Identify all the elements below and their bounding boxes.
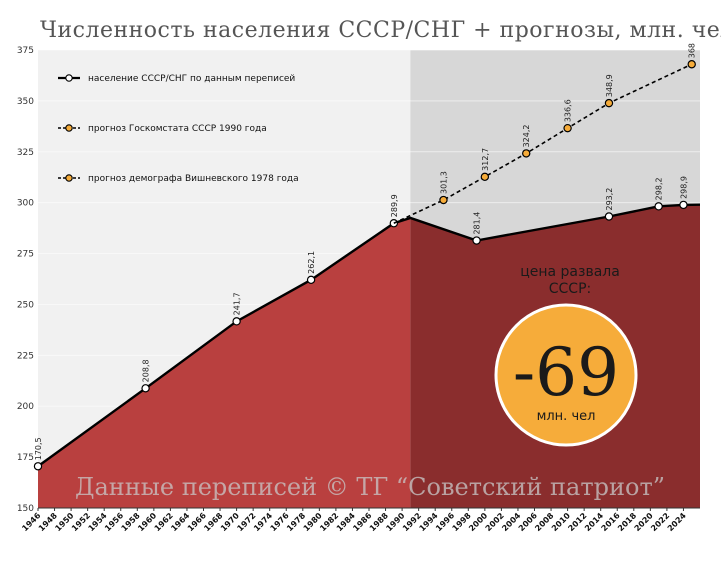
series-1-point-5	[604, 98, 614, 108]
series-0-label-0: 170,5	[34, 437, 43, 460]
series-1-label-1: 301,3	[439, 171, 448, 194]
y-tick-300: 300	[17, 199, 34, 209]
callout-value: -69	[513, 334, 619, 411]
series-1-label-5: 348,9	[605, 74, 614, 97]
legend-marker-0	[65, 74, 73, 82]
x-tick-2024: 2024	[666, 511, 688, 533]
legend: население СССР/СНГ по данным переписей пр…	[58, 74, 299, 184]
series-line-0	[37, 203, 701, 468]
legend-label-1: прогноз Госкомстата СССР 1990 года	[88, 124, 267, 134]
series-0-point-6	[472, 236, 481, 245]
y-tick-275: 275	[17, 250, 34, 260]
series-1-label-6: 368	[688, 43, 697, 58]
series-0-label-7: 293,2	[605, 188, 614, 211]
callout-caption-line2: СССР:	[549, 281, 592, 297]
y-tick-350: 350	[17, 97, 34, 107]
series-0-point-3	[306, 275, 316, 285]
series-0-point-0	[33, 462, 43, 471]
series-0-label-4: 289,9	[390, 194, 399, 217]
callout-caption-line1: цена развала	[520, 264, 620, 280]
y-tick-375: 375	[17, 46, 34, 56]
y-tick-225: 225	[17, 351, 34, 361]
watermark-text: Данные переписей © ТГ “Советский патриот…	[75, 473, 665, 501]
legend-marker-2	[65, 174, 73, 182]
callout-unit: млн. чел	[537, 409, 596, 424]
series-1-point-6	[687, 60, 696, 69]
legend-label-0: население СССР/СНГ по данным переписей	[88, 74, 295, 84]
series-1-point-2	[480, 172, 490, 182]
series-1-label-3: 324,2	[522, 124, 531, 147]
series-layer: 170,5 208,8 241,7 262,1 289,9 281,4 293,2 298,2…	[33, 43, 701, 471]
y-axis-ticks: 150 175 200 225 250 275 300 325 350 375	[17, 46, 34, 514]
legend-marker-1	[65, 124, 73, 132]
chart-title: Численность населения СССР/СНГ + прогноз…	[40, 18, 721, 43]
y-tick-250: 250	[17, 300, 34, 310]
series-0-label-1: 208,8	[142, 359, 151, 382]
series-0-label-9: 298,9	[679, 176, 688, 199]
legend-label-2: прогноз демографа Вишневского 1978 года	[88, 174, 299, 184]
series-0-label-2: 241,7	[233, 292, 242, 315]
series-1-label-2: 312,7	[481, 148, 490, 171]
series-1-point-1	[439, 195, 448, 205]
callout-circle	[494, 303, 638, 447]
series-0-point-1	[141, 384, 150, 393]
series-0-label-8: 298,2	[655, 177, 664, 200]
series-0-point-9	[679, 200, 688, 210]
series-0-label-6: 281,4	[473, 212, 482, 235]
series-1-point-4	[563, 123, 572, 133]
y-tick-175: 175	[17, 453, 34, 463]
y-tick-200: 200	[17, 402, 34, 412]
x-axis-ticks: 1946194819501952195419561958196019621964…	[20, 508, 688, 533]
series-0-point-2	[232, 317, 241, 326]
series-1-point-3	[522, 149, 531, 158]
y-tick-325: 325	[17, 148, 34, 158]
census-area-fill	[38, 217, 411, 508]
series-1-label-4: 336,6	[564, 99, 573, 122]
series-0-point-7	[604, 212, 614, 221]
series-0-point-8	[654, 202, 663, 211]
series-0-label-3: 262,1	[307, 251, 316, 274]
y-tick-150: 150	[17, 504, 34, 514]
